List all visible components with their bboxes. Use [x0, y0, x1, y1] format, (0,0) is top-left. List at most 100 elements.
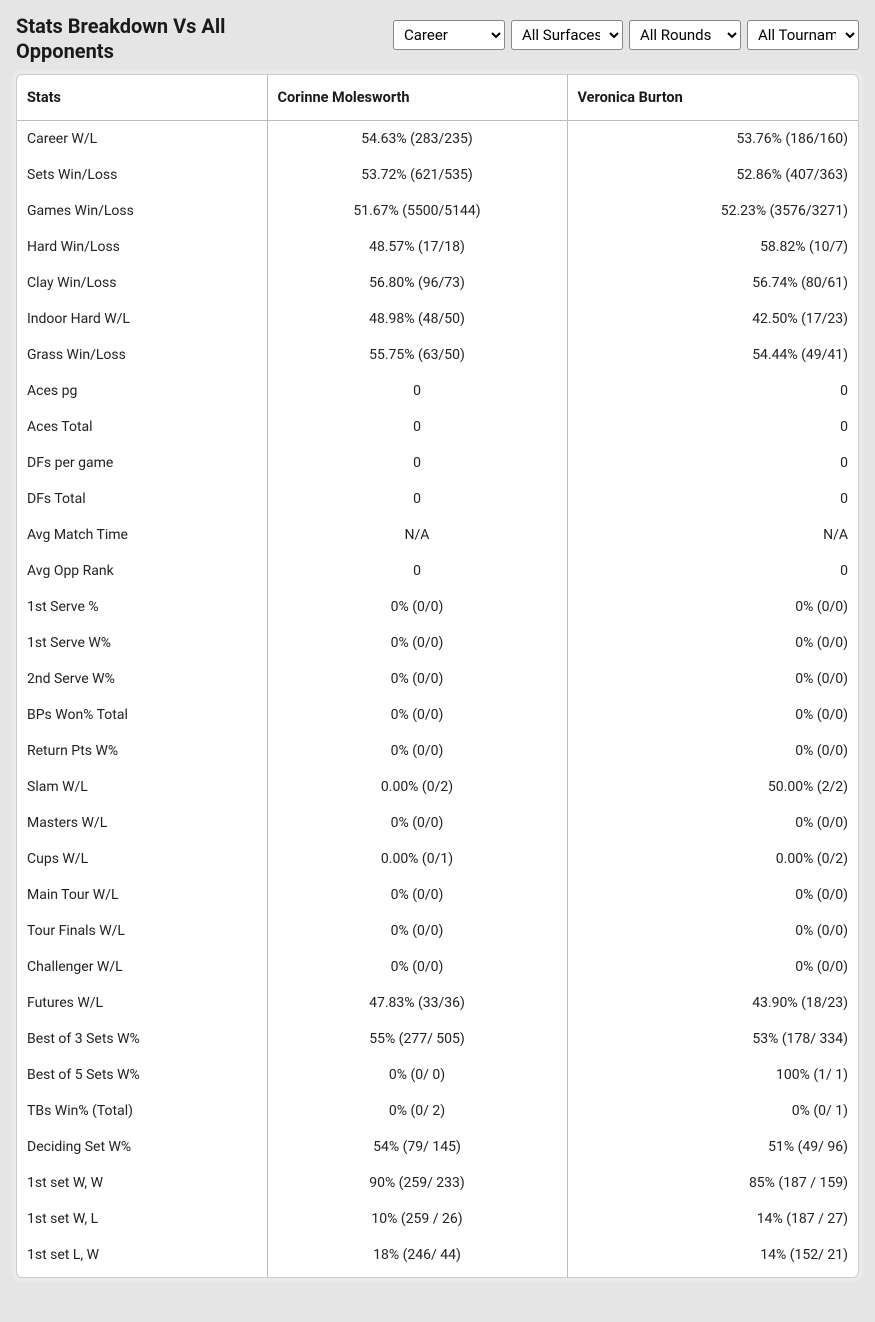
player2-value: 0% (0/0)	[567, 805, 858, 841]
surface-select[interactable]: All Surfaces	[511, 20, 623, 50]
stat-label: Career W/L	[17, 121, 267, 158]
player2-value: 53% (178/ 334)	[567, 1021, 858, 1057]
stat-label: Tour Finals W/L	[17, 913, 267, 949]
tournament-select[interactable]: All Tournaments	[747, 20, 859, 50]
table-row: 1st set L, W18% (246/ 44)14% (152/ 21)	[17, 1237, 858, 1277]
table-row: Return Pts W%0% (0/0)0% (0/0)	[17, 733, 858, 769]
player1-value: 0% (0/0)	[267, 877, 567, 913]
player1-value: 0.00% (0/2)	[267, 769, 567, 805]
player2-value: 54.44% (49/41)	[567, 337, 858, 373]
stat-label: DFs Total	[17, 481, 267, 517]
player1-value: 0% (0/0)	[267, 697, 567, 733]
player1-value: 54.63% (283/235)	[267, 121, 567, 158]
player1-value: 0	[267, 373, 567, 409]
table-row: Games Win/Loss51.67% (5500/5144)52.23% (…	[17, 193, 858, 229]
header-row: Stats Breakdown Vs All Opponents Career …	[0, 0, 875, 74]
player2-value: 0% (0/ 1)	[567, 1093, 858, 1129]
table-row: 1st set W, W90% (259/ 233)85% (187 / 159…	[17, 1165, 858, 1201]
player1-value: 55.75% (63/50)	[267, 337, 567, 373]
stat-label: Games Win/Loss	[17, 193, 267, 229]
player2-value: 51% (49/ 96)	[567, 1129, 858, 1165]
player2-value: 0% (0/0)	[567, 949, 858, 985]
table-row: 1st set W, L10% (259 / 26)14% (187 / 27)	[17, 1201, 858, 1237]
player2-value: 0	[567, 409, 858, 445]
table-row: Grass Win/Loss55.75% (63/50)54.44% (49/4…	[17, 337, 858, 373]
player1-value: 0	[267, 409, 567, 445]
stat-label: 1st Serve %	[17, 589, 267, 625]
player2-value: 0% (0/0)	[567, 661, 858, 697]
stat-label: 1st set L, W	[17, 1237, 267, 1277]
stat-label: Indoor Hard W/L	[17, 301, 267, 337]
table-row: Avg Match TimeN/AN/A	[17, 517, 858, 553]
player1-value: 0	[267, 553, 567, 589]
stat-label: Best of 5 Sets W%	[17, 1057, 267, 1093]
table-row: 1st Serve W%0% (0/0)0% (0/0)	[17, 625, 858, 661]
stats-table-wrap: Stats Corinne Molesworth Veronica Burton…	[16, 74, 859, 1278]
player1-value: 0% (0/0)	[267, 625, 567, 661]
stat-label: Avg Opp Rank	[17, 553, 267, 589]
stat-label: 1st set W, W	[17, 1165, 267, 1201]
stat-label: Sets Win/Loss	[17, 157, 267, 193]
player2-value: 0% (0/0)	[567, 697, 858, 733]
player1-value: 90% (259/ 233)	[267, 1165, 567, 1201]
stat-label: Cups W/L	[17, 841, 267, 877]
player2-value: 0% (0/0)	[567, 913, 858, 949]
player2-value: 0% (0/0)	[567, 733, 858, 769]
stat-label: BPs Won% Total	[17, 697, 267, 733]
player1-value: N/A	[267, 517, 567, 553]
table-row: Cups W/L0.00% (0/1)0.00% (0/2)	[17, 841, 858, 877]
player1-value: 0	[267, 445, 567, 481]
period-select[interactable]: Career	[393, 20, 505, 50]
player2-value: 0	[567, 445, 858, 481]
table-row: Masters W/L0% (0/0)0% (0/0)	[17, 805, 858, 841]
table-row: Best of 5 Sets W%0% (0/ 0)100% (1/ 1)	[17, 1057, 858, 1093]
table-row: Slam W/L0.00% (0/2)50.00% (2/2)	[17, 769, 858, 805]
table-row: 2nd Serve W%0% (0/0)0% (0/0)	[17, 661, 858, 697]
stat-label: Best of 3 Sets W%	[17, 1021, 267, 1057]
player1-value: 0	[267, 481, 567, 517]
player2-value: N/A	[567, 517, 858, 553]
round-select[interactable]: All Rounds	[629, 20, 741, 50]
player1-value: 0% (0/0)	[267, 913, 567, 949]
table-row: 1st Serve %0% (0/0)0% (0/0)	[17, 589, 858, 625]
table-row: Hard Win/Loss48.57% (17/18)58.82% (10/7)	[17, 229, 858, 265]
player1-value: 0% (0/0)	[267, 661, 567, 697]
player2-value: 14% (187 / 27)	[567, 1201, 858, 1237]
player1-value: 0.00% (0/1)	[267, 841, 567, 877]
stat-label: Return Pts W%	[17, 733, 267, 769]
player2-value: 56.74% (80/61)	[567, 265, 858, 301]
stat-label: 1st Serve W%	[17, 625, 267, 661]
stat-label: Masters W/L	[17, 805, 267, 841]
table-row: Career W/L54.63% (283/235)53.76% (186/16…	[17, 121, 858, 158]
table-row: Sets Win/Loss53.72% (621/535)52.86% (407…	[17, 157, 858, 193]
player2-value: 0	[567, 481, 858, 517]
stat-label: Deciding Set W%	[17, 1129, 267, 1165]
player2-value: 53.76% (186/160)	[567, 121, 858, 158]
player1-value: 47.83% (33/36)	[267, 985, 567, 1021]
player2-value: 0	[567, 373, 858, 409]
table-header-row: Stats Corinne Molesworth Veronica Burton	[17, 75, 858, 121]
player2-value: 52.86% (407/363)	[567, 157, 858, 193]
table-row: Aces pg00	[17, 373, 858, 409]
player1-value: 0% (0/0)	[267, 805, 567, 841]
table-row: Best of 3 Sets W%55% (277/ 505)53% (178/…	[17, 1021, 858, 1057]
filters-group: Career All Surfaces All Rounds All Tourn…	[393, 20, 859, 50]
player2-value: 0% (0/0)	[567, 589, 858, 625]
player2-value: 42.50% (17/23)	[567, 301, 858, 337]
stat-label: Aces pg	[17, 373, 267, 409]
table-row: Indoor Hard W/L48.98% (48/50)42.50% (17/…	[17, 301, 858, 337]
player1-value: 56.80% (96/73)	[267, 265, 567, 301]
stat-label: Futures W/L	[17, 985, 267, 1021]
stat-label: Main Tour W/L	[17, 877, 267, 913]
player2-value: 100% (1/ 1)	[567, 1057, 858, 1093]
table-row: TBs Win% (Total)0% (0/ 2)0% (0/ 1)	[17, 1093, 858, 1129]
player1-value: 10% (259 / 26)	[267, 1201, 567, 1237]
page-title: Stats Breakdown Vs All Opponents	[16, 14, 316, 64]
stat-label: Challenger W/L	[17, 949, 267, 985]
stat-label: DFs per game	[17, 445, 267, 481]
stats-table: Stats Corinne Molesworth Veronica Burton…	[17, 75, 858, 1277]
player2-value: 0.00% (0/2)	[567, 841, 858, 877]
table-row: Clay Win/Loss56.80% (96/73)56.74% (80/61…	[17, 265, 858, 301]
player2-value: 50.00% (2/2)	[567, 769, 858, 805]
stat-label: TBs Win% (Total)	[17, 1093, 267, 1129]
